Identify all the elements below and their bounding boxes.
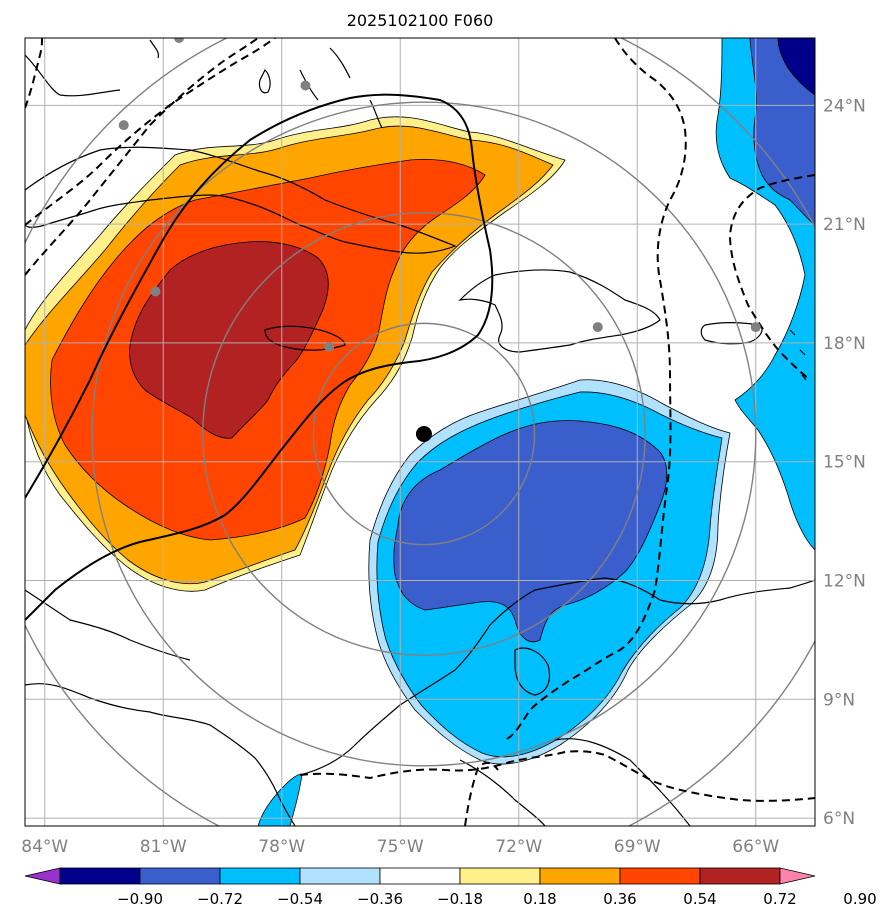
colorbar-bin-2 — [219, 867, 301, 885]
station-marker-3 — [150, 286, 161, 297]
contour-dashed-south2 — [464, 762, 499, 826]
coast-lesser-antilles — [789, 329, 807, 381]
coast-bahamas-5 — [369, 99, 383, 129]
colorbar-bin-under — [24, 867, 61, 885]
range-ring-1 — [202, 212, 646, 656]
contour-lines — [25, 38, 815, 826]
colorbar-bin-0 — [59, 867, 141, 885]
contour-fill-0.72 — [129, 241, 329, 439]
contour-fill-neg-0.72-ne — [777, 38, 815, 96]
station-marker-2 — [300, 80, 311, 91]
boundary-venezuela — [554, 738, 691, 826]
lat-tick-label-4: 12°N — [823, 571, 866, 591]
colorbar-label-3: −0.36 — [357, 890, 403, 908]
colorbar-bin-6 — [539, 867, 621, 885]
colorbar-bin-4 — [379, 867, 461, 885]
coast-jamaica — [264, 325, 346, 351]
contour-solid-positive — [25, 93, 494, 621]
contour-dashed-north — [504, 38, 687, 741]
map-frame — [24, 37, 816, 827]
colorbar-label-9: 0.90 — [843, 890, 876, 908]
lon-tick-label-4: 72°W — [495, 837, 542, 857]
range-rings — [25, 38, 815, 826]
map-panel — [25, 38, 815, 826]
colorbar-bin-over — [779, 867, 816, 885]
lat-tick-label-0: 24°N — [823, 96, 866, 116]
colorbar-label-4: −0.18 — [437, 890, 483, 908]
station-markers — [118, 38, 761, 352]
colorbar-bin-1 — [139, 867, 221, 885]
lat-tick-label-2: 18°N — [823, 334, 866, 354]
colorbar-label-0: −0.90 — [117, 890, 163, 908]
lon-tick-label-2: 78°W — [258, 837, 305, 857]
gridlines — [25, 38, 815, 826]
storm-center-marker — [415, 425, 432, 442]
coast-honduras — [25, 589, 191, 661]
colorbar-label-6: 0.36 — [603, 890, 636, 908]
coast-bahamas-2 — [258, 68, 271, 94]
lon-tick-label-0: 84°W — [21, 837, 68, 857]
colorbar-bin-7 — [619, 867, 701, 885]
lat-tick-label-6: 6°N — [823, 809, 855, 829]
coast-bahamas-1 — [149, 39, 160, 59]
contour-dashed-nw2 — [25, 38, 259, 276]
positive-anomaly-fill — [25, 116, 566, 592]
lat-tick-label-3: 15°N — [823, 453, 866, 473]
map-title: 2025102100 F060 — [347, 11, 494, 30]
station-marker-1 — [174, 38, 185, 43]
colorbar-label-1: −0.72 — [197, 890, 243, 908]
contour-dashed-west — [25, 38, 43, 109]
colorbar-label-5: 0.18 — [523, 890, 556, 908]
coast-puerto-rico — [700, 322, 763, 345]
coast-cuba — [25, 146, 457, 254]
coast-colombia-venezuela — [299, 577, 815, 776]
contour-dashed-south — [299, 750, 815, 802]
colorbar: −0.90 −0.72 −0.54 −0.36 −0.18 0.18 0.36 0.54 0.7… — [24, 867, 877, 908]
colorbar-label-2: −0.54 — [277, 890, 323, 908]
coast-central-america — [25, 683, 296, 826]
colorbar-bin-3 — [299, 867, 381, 885]
lon-tick-label-1: 81°W — [140, 837, 187, 857]
range-ring-0 — [312, 322, 536, 546]
station-marker-5 — [592, 322, 603, 333]
station-marker-0 — [118, 120, 129, 131]
lon-tick-label-5: 69°W — [614, 837, 661, 857]
range-ring-2 — [91, 101, 757, 767]
coastlines — [25, 39, 815, 826]
contour-dashed-east — [728, 174, 815, 381]
lat-tick-label-1: 21°N — [823, 215, 866, 235]
lon-tick-label-3: 75°W — [377, 837, 424, 857]
colorbar-bin-5 — [459, 867, 541, 885]
longitude-tick-labels: 84°W 81°W 78°W 75°W 72°W 69°W 66°W — [21, 837, 779, 857]
station-marker-4 — [324, 341, 335, 352]
colorbar-label-7: 0.54 — [683, 890, 716, 908]
lat-tick-label-5: 9°N — [823, 690, 855, 710]
negative-anomaly-fill — [257, 38, 815, 826]
lon-tick-label-6: 66°W — [732, 837, 779, 857]
colorbar-label-8: 0.72 — [763, 890, 796, 908]
coast-bahamas-4 — [329, 47, 351, 79]
station-marker-6 — [750, 322, 761, 333]
coast-hispaniola — [458, 269, 661, 353]
latitude-tick-labels: 24°N 21°N 18°N 15°N 12°N 9°N 6°N — [823, 96, 866, 829]
colorbar-bin-8 — [699, 867, 781, 885]
